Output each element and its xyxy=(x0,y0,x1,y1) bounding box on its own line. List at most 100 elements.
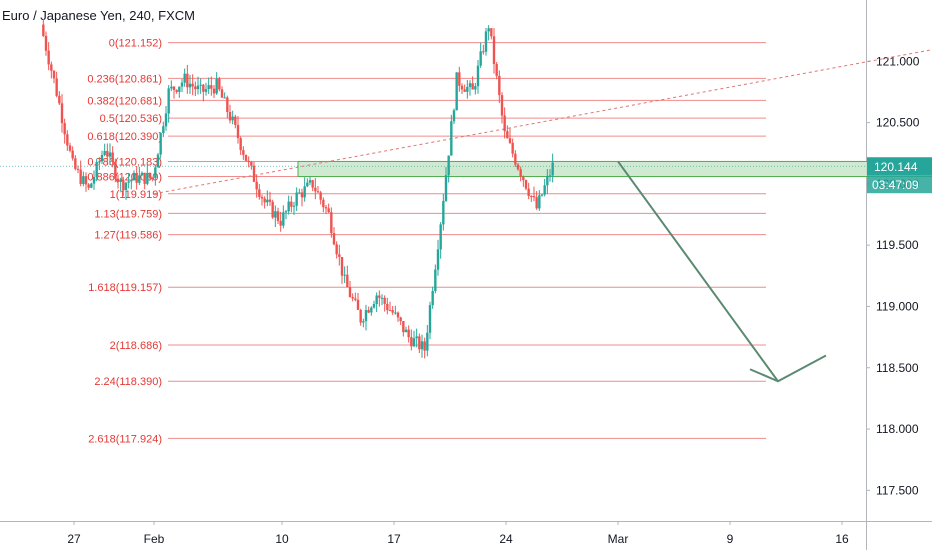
candle-body xyxy=(458,72,461,86)
candle-body xyxy=(324,207,328,209)
candle-body xyxy=(52,70,56,79)
candle-body xyxy=(474,86,477,90)
price-tick-label: 120.500 xyxy=(876,116,920,130)
candle-body xyxy=(263,198,266,203)
candle-body xyxy=(188,83,192,88)
fib-level-label: 0.236(120.861) xyxy=(87,73,162,85)
price-tick-label: 119.000 xyxy=(876,299,919,313)
candle-body xyxy=(506,131,509,139)
price-axis-background xyxy=(866,0,932,550)
candle-body xyxy=(452,110,456,122)
candle-body xyxy=(231,116,234,121)
fib-level-label: 1.13(119.759) xyxy=(94,208,162,220)
candle-body xyxy=(460,85,464,90)
candle-body xyxy=(511,142,514,154)
candle-body xyxy=(252,165,256,182)
candle-body xyxy=(420,341,424,350)
candle-body xyxy=(223,97,226,99)
time-tick-label: 16 xyxy=(835,532,849,546)
candle-body xyxy=(108,152,112,157)
candle-body xyxy=(164,113,168,127)
candle-body xyxy=(180,82,184,87)
candle-body xyxy=(466,86,469,92)
countdown-label: 03:47:09 xyxy=(872,178,919,192)
candle-body xyxy=(130,180,133,182)
candle-body xyxy=(380,297,384,299)
time-tick-label: Feb xyxy=(144,532,165,546)
candle-body xyxy=(114,161,117,179)
candle-body xyxy=(308,180,312,183)
fib-level-label: 0.886(120.060) xyxy=(87,172,162,184)
fib-level-label: 1(119.919) xyxy=(110,189,162,201)
candle-body xyxy=(516,164,520,170)
candle-body xyxy=(372,303,376,308)
candle-body xyxy=(346,274,349,288)
candle-body xyxy=(111,152,114,162)
time-tick-label: 24 xyxy=(499,532,513,546)
candle-body xyxy=(482,51,485,53)
candle-body xyxy=(87,184,90,188)
candle-body xyxy=(364,310,368,322)
candle-body xyxy=(442,200,445,225)
candle-body xyxy=(455,72,458,111)
candle-body xyxy=(407,329,410,338)
last-price-label: 120.144 xyxy=(874,160,918,174)
candle-body xyxy=(370,307,373,313)
candle-body xyxy=(514,153,517,165)
candle-body xyxy=(292,205,296,207)
candle-body xyxy=(247,160,250,162)
candle-body xyxy=(186,73,189,88)
candle-body xyxy=(298,192,301,194)
candle-body xyxy=(410,337,413,347)
candle-body xyxy=(239,138,242,151)
candle-body xyxy=(60,103,64,124)
candle-body xyxy=(306,182,309,187)
candle-body xyxy=(156,154,160,168)
candle-body xyxy=(530,195,533,197)
candle-body xyxy=(538,195,541,209)
candle-body xyxy=(543,185,546,195)
candle-body xyxy=(183,73,186,83)
candle-body xyxy=(44,35,48,51)
candle-body xyxy=(476,65,480,87)
candle-body xyxy=(383,297,386,304)
candle-body xyxy=(471,83,474,90)
candle-body xyxy=(244,154,248,161)
candle-body xyxy=(268,199,272,202)
fib-level-label: 2(118.686) xyxy=(110,340,162,352)
candle-body xyxy=(204,89,208,92)
candle-body xyxy=(535,197,538,209)
time-tick-label: Mar xyxy=(608,532,629,546)
candle-body xyxy=(266,199,269,203)
countdown-badge xyxy=(867,175,932,194)
candle-body xyxy=(148,172,152,178)
candle-body xyxy=(314,187,317,192)
candle-body xyxy=(236,124,240,139)
candle-body xyxy=(527,188,530,196)
candle-body xyxy=(135,172,138,183)
candle-body xyxy=(327,208,330,213)
fib-level-label: 0.786(120.183) xyxy=(87,156,162,168)
candle-body xyxy=(218,78,221,90)
candle-body xyxy=(343,274,346,276)
candle-body xyxy=(98,161,101,163)
candle-body xyxy=(479,51,482,66)
candle-body xyxy=(404,329,408,333)
fib-level-label: 1.618(119.157) xyxy=(88,282,162,294)
candle-body xyxy=(519,169,522,177)
candle-body xyxy=(495,64,498,76)
fib-level-label: 2.24(118.390) xyxy=(94,376,162,388)
candle-body xyxy=(300,192,304,198)
candle-body xyxy=(202,84,205,92)
candle-body xyxy=(260,196,264,199)
candle-body xyxy=(255,181,258,190)
candle-body xyxy=(234,116,237,125)
candle-body xyxy=(367,310,370,313)
candle-body xyxy=(503,115,506,132)
candle-body xyxy=(540,194,544,196)
candle-body xyxy=(122,180,125,191)
candle-body xyxy=(242,150,245,155)
candle-body xyxy=(532,195,536,198)
time-tick-label: 9 xyxy=(727,532,734,546)
